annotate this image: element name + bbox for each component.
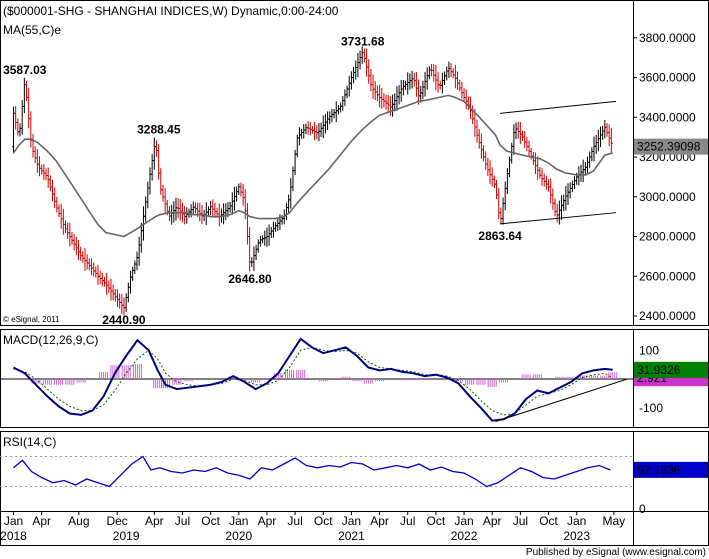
- macd-trend-line: [495, 378, 628, 423]
- chart-title: ($000001-SHG - SHANGHAI INDICES,W) Dynam…: [3, 4, 339, 18]
- macd-last-value-badge-bg: [634, 361, 708, 378]
- price-y-tick-label: 3600.0000: [639, 71, 696, 85]
- price-annotation: 2440.90: [102, 313, 146, 327]
- x-tick-label: Jan: [229, 514, 248, 528]
- x-tick-label: Jan: [454, 514, 473, 528]
- x-tick-label: Apr: [32, 514, 51, 528]
- macd-y-tick-label: -100: [639, 401, 663, 415]
- x-tick-label: Jul: [175, 514, 190, 528]
- x-tick-label: Jul: [287, 514, 302, 528]
- channel-lower-line: [500, 212, 617, 225]
- price-annotation: 3731.68: [341, 34, 385, 48]
- x-year-label: 2021: [338, 529, 365, 543]
- rsi-line: [13, 455, 611, 488]
- price-y-tick-label: 2800.0000: [639, 230, 696, 244]
- price-annotation: 2646.80: [228, 272, 272, 286]
- price-y-tick-label: 3800.0000: [639, 31, 696, 45]
- bottom-right-corner: [633, 511, 709, 546]
- rsi-label: RSI(14,C): [3, 435, 56, 449]
- x-year-label: 2020: [225, 529, 252, 543]
- macd-y-tick-label: 100: [639, 343, 659, 357]
- macd-series-layer: [0, 337, 633, 423]
- x-tick-label: Apr: [258, 514, 277, 528]
- x-tick-label: Apr: [370, 514, 389, 528]
- ma-label: MA(55,C)e: [3, 23, 61, 37]
- copyright-text: © eSignal, 2011: [3, 315, 60, 324]
- rsi-y-tick-label: 0: [639, 502, 646, 516]
- right-axis-price: [633, 0, 709, 326]
- rsi-last-value-badge: 52.1836: [637, 463, 681, 477]
- x-tick-label: May: [603, 514, 626, 528]
- price-panel: [0, 0, 634, 326]
- rsi-panel: [0, 431, 634, 512]
- x-year-label: 2019: [113, 529, 140, 543]
- x-tick-label: Oct: [314, 514, 333, 528]
- x-year-label: 2023: [563, 529, 590, 543]
- x-tick-label: Jan: [567, 514, 586, 528]
- ma55-line: [12, 94, 613, 238]
- x-tick-label: Jan: [4, 514, 23, 528]
- x-tick-label: Oct: [427, 514, 446, 528]
- x-tick-label: Aug: [68, 514, 89, 528]
- price-annotation: 2863.64: [478, 229, 522, 243]
- price-last-value-badge: 3252.39098: [637, 140, 701, 154]
- price-y-tick-label: 2400.0000: [639, 309, 696, 323]
- footer-text: Published by eSignal (www.esignal.com): [526, 547, 706, 558]
- price-y-tick-label: 3000.0000: [639, 190, 696, 204]
- price-y-tick-label: 2600.0000: [639, 269, 696, 283]
- axis-labels-layer: 3800.00003600.00003400.00003200.00003000…: [0, 31, 708, 543]
- x-tick-label: Jan: [342, 514, 361, 528]
- time-axis: [0, 511, 634, 546]
- x-tick-label: Oct: [539, 514, 558, 528]
- price-y-tick-label: 3400.0000: [639, 110, 696, 124]
- macd-last-value-badge: 31.9326: [637, 363, 681, 377]
- macd-label: MACD(12,26,9,C): [3, 333, 98, 347]
- price-annotation: 3587.03: [3, 63, 47, 77]
- x-tick-label: Jul: [513, 514, 528, 528]
- x-tick-label: Dec: [106, 514, 127, 528]
- x-tick-label: Apr: [145, 514, 164, 528]
- rsi-last-value-badge-bg: [634, 461, 708, 478]
- price-series-layer: 3587.03 3288.45 3731.68 2440.90 2646.80 2863.…: [3, 34, 617, 327]
- price-last-value-badge-bg: [634, 138, 708, 155]
- x-tick-label: Oct: [201, 514, 220, 528]
- price-annotation: 3288.45: [137, 122, 181, 136]
- macd-line: [13, 337, 613, 422]
- x-tick-label: Apr: [483, 514, 502, 528]
- rsi-series-layer: [0, 455, 633, 488]
- x-year-label: 2018: [0, 529, 27, 543]
- x-year-label: 2022: [451, 529, 478, 543]
- channel-upper-line: [500, 100, 617, 114]
- x-tick-label: Jul: [400, 514, 415, 528]
